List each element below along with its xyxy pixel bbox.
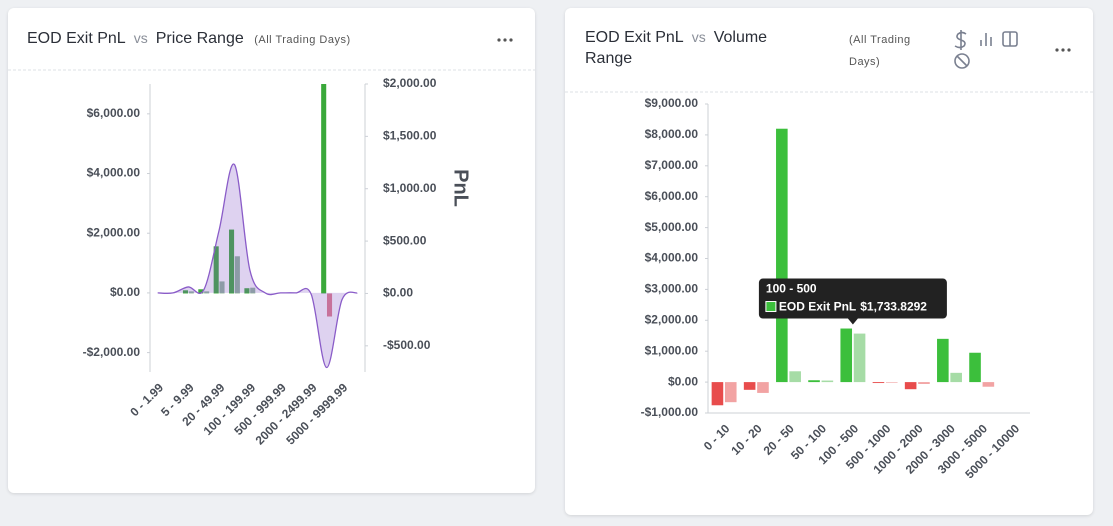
bar	[198, 289, 204, 294]
vs: vs	[133, 30, 148, 46]
more-button[interactable]	[497, 38, 513, 42]
bar	[821, 380, 834, 383]
tooltip-value: EOD Exit PnL $1,733.8292	[779, 300, 927, 314]
y-tick-label: $1,000.00	[645, 343, 699, 357]
bar	[937, 338, 949, 383]
hide-icon[interactable]	[954, 53, 970, 69]
y2-axis-label: PnL	[450, 169, 472, 207]
bar	[711, 382, 724, 406]
area-fill	[157, 163, 358, 368]
bar	[757, 382, 769, 393]
bar	[204, 291, 210, 294]
bar	[182, 290, 189, 294]
y-tick-label: $6,000.00	[645, 189, 699, 203]
bar	[219, 281, 225, 294]
bar	[213, 246, 219, 294]
subject: Price Range	[155, 30, 244, 47]
bar	[776, 128, 788, 383]
bar-icon[interactable]	[980, 33, 992, 46]
bar	[969, 352, 981, 383]
tooltip-arrow	[847, 318, 858, 325]
tooltip-title: 100 - 500	[766, 282, 817, 296]
scope: (All Trading Days)	[849, 34, 911, 68]
y2-tick-label: $1,500.00	[383, 129, 437, 143]
card-header: EOD Exit PnL vs Price Range (All Trading D…	[27, 28, 447, 51]
dollar-icon[interactable]	[954, 30, 967, 50]
area-line	[157, 163, 358, 369]
y2-tick-label: -$500.00	[383, 338, 431, 352]
tooltip-swatch	[765, 301, 777, 313]
bar	[840, 328, 853, 383]
y-tick-label: -$2,000.00	[83, 345, 141, 359]
columns-icon[interactable]	[1002, 31, 1018, 47]
bar	[229, 229, 235, 294]
y-tick-label: $9,000.00	[645, 96, 699, 110]
bar	[904, 382, 917, 390]
bar	[808, 380, 820, 383]
bar	[188, 291, 194, 294]
title: EOD Exit PnL	[27, 30, 126, 47]
bar	[321, 84, 327, 294]
bar	[982, 382, 995, 387]
y-tick-label: $0.00	[668, 374, 698, 388]
tooltip-number: $1,733.8292	[860, 300, 927, 314]
bar	[789, 371, 801, 383]
x-tick-label: 10 - 20	[728, 421, 765, 458]
bar	[743, 382, 756, 390]
bar	[918, 382, 930, 384]
y-tick-label: $0.00	[110, 285, 140, 299]
bar	[326, 293, 333, 317]
bar	[885, 382, 898, 383]
y-tick-label: $8,000.00	[645, 127, 699, 141]
bar	[234, 256, 240, 294]
y-tick-label: $2,000.00	[87, 225, 141, 239]
bar	[244, 288, 250, 294]
y-tick-label: $7,000.00	[645, 158, 699, 172]
tooltip: 100 - 500 EOD Exit PnL $1,733.8292	[758, 278, 947, 325]
bar	[724, 382, 737, 403]
y2-tick-label: $0.00	[383, 286, 413, 300]
bar	[853, 333, 866, 383]
y-tick-label: $4,000.00	[645, 251, 699, 265]
bar	[250, 287, 256, 294]
y-tick-label: -$1,000.00	[641, 405, 699, 419]
bar	[872, 382, 885, 384]
y-tick-label: $2,000.00	[645, 312, 699, 326]
y-tick-label: $6,000.00	[87, 106, 141, 120]
y2-tick-label: $500.00	[383, 233, 427, 247]
x-tick-label: 0 - 1.99	[127, 380, 166, 419]
y2-tick-label: $1,000.00	[383, 181, 437, 195]
card-header: EOD Exit PnL vs Volume Range	[585, 27, 800, 69]
tooltip-series: EOD Exit PnL	[779, 300, 856, 314]
y-tick-label: $4,000.00	[87, 166, 141, 180]
y-tick-label: $3,000.00	[645, 282, 699, 296]
scope: (All Trading Days)	[254, 34, 351, 46]
title: EOD Exit PnL	[585, 29, 684, 46]
y-tick-label: $5,000.00	[645, 220, 699, 234]
subject: Volume Range	[585, 29, 768, 67]
tooltip-box	[758, 278, 947, 319]
bar	[950, 372, 962, 383]
vs: vs	[691, 29, 706, 45]
y2-tick-label: $2,000.00	[383, 76, 437, 90]
card	[8, 8, 535, 493]
more-button[interactable]	[1055, 48, 1071, 52]
